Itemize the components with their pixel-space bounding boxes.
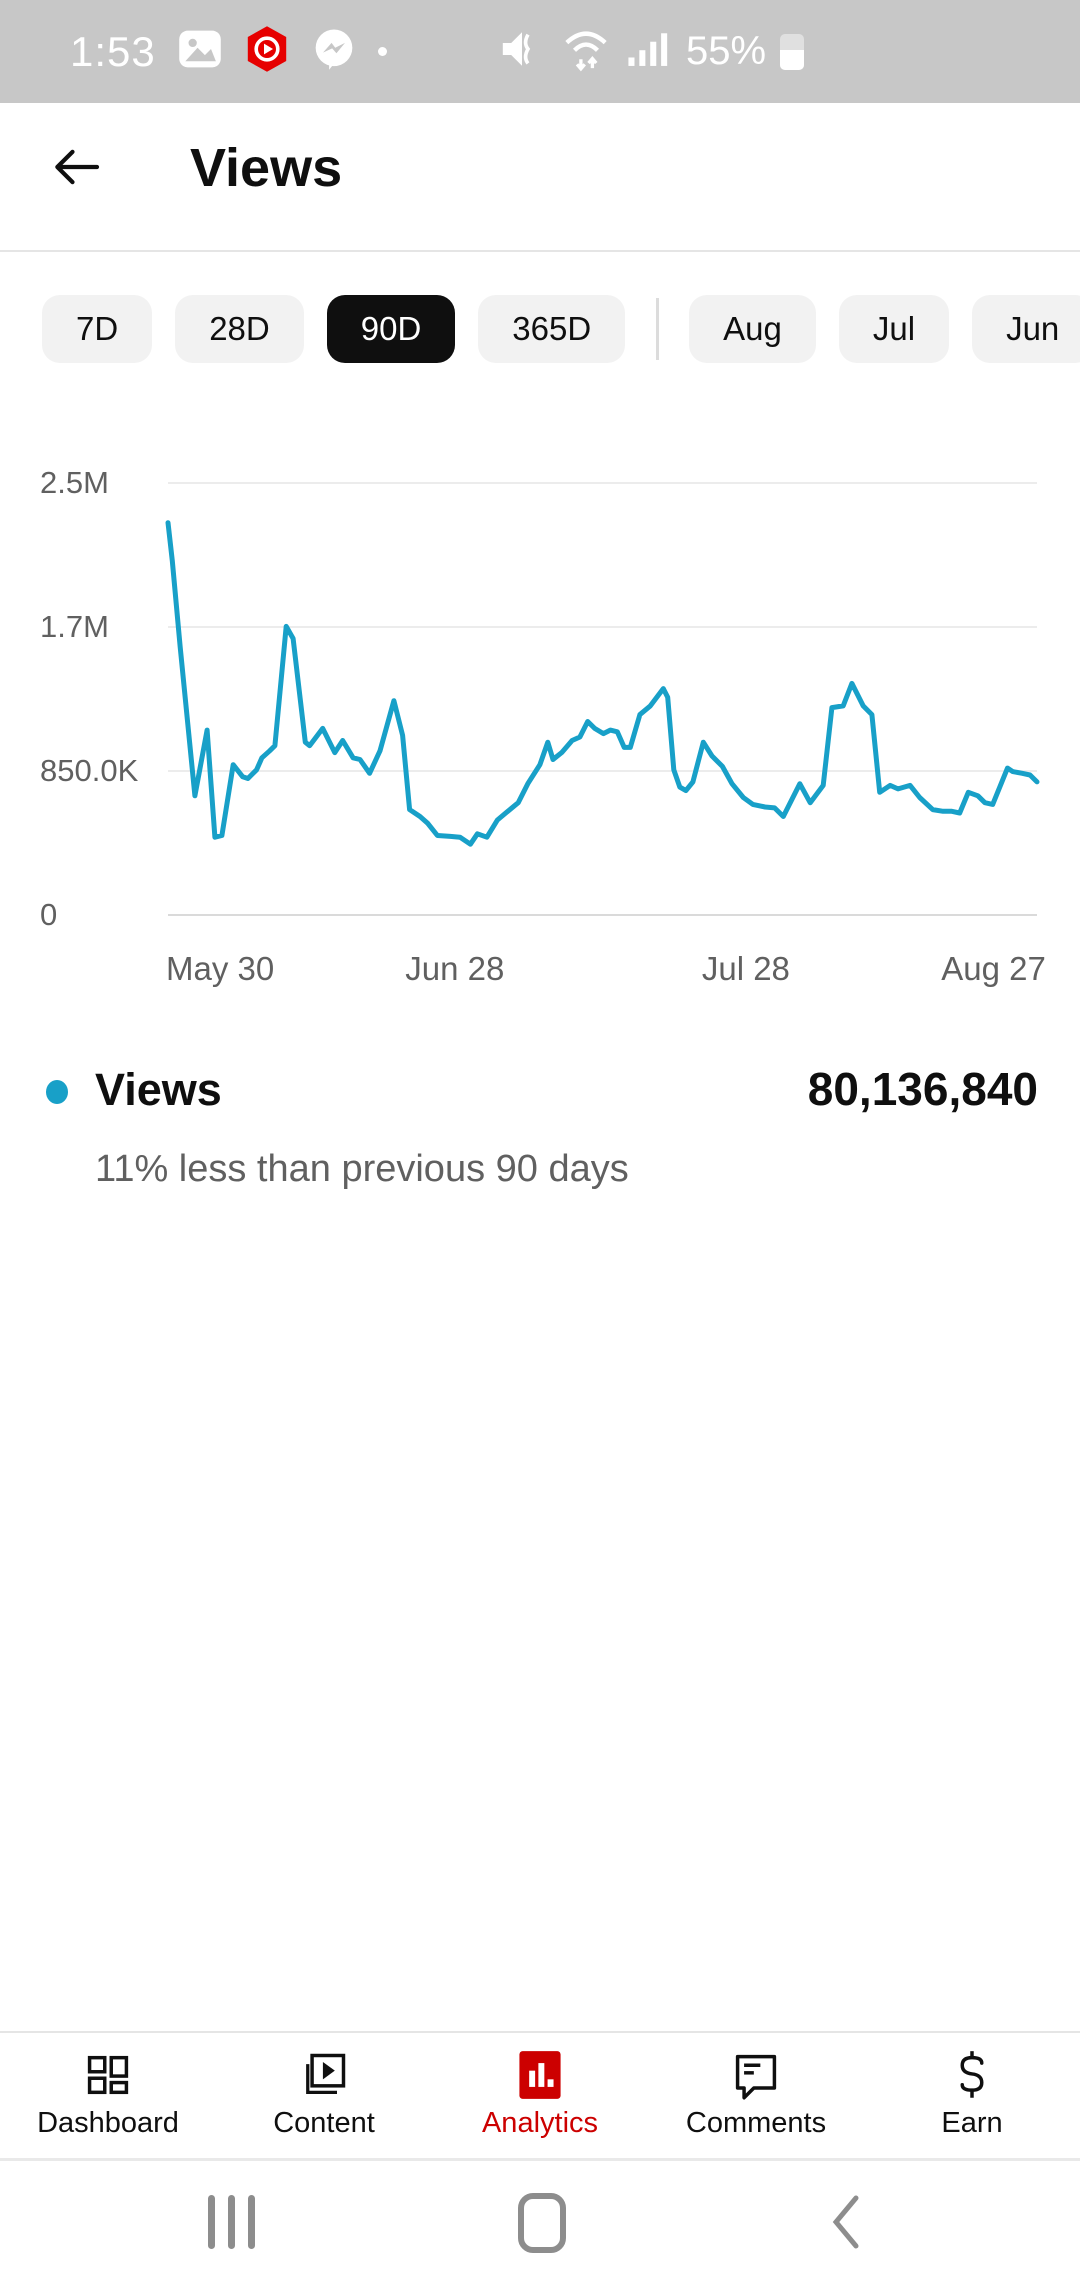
battery-icon [780, 33, 805, 70]
nav-label-analytics: Analytics [481, 2107, 599, 2139]
metric-label: Views [95, 1064, 222, 1115]
y-tick-850k: 850.0K [40, 753, 139, 788]
y-tick-2_5m: 2.5M [40, 465, 109, 500]
status-bar: 1:53 55% [0, 0, 1080, 103]
views-line-chart[interactable]: 2.5M 1.7M 850.0K 0 May 30 Jun 28 Jul 28 … [0, 440, 1080, 1000]
wifi-icon [560, 26, 612, 77]
chip-365d[interactable]: 365D [478, 295, 626, 363]
bottom-navigation: Dashboard Content Analytics Comments Ear… [0, 2031, 1080, 2160]
x-tick-jul28: Jul 28 [701, 950, 790, 987]
x-tick-may30: May 30 [166, 950, 275, 987]
views-series-line [165, 520, 1040, 847]
metric-row: Views 80,136,840 [0, 1062, 1080, 1122]
chip-jun[interactable]: Jun [972, 295, 1080, 363]
chip-28d[interactable]: 28D [175, 295, 304, 363]
metric-value: 80,136,840 [807, 1063, 1038, 1115]
comments-icon [730, 2049, 782, 2101]
mute-icon [498, 27, 546, 76]
clock: 1:53 [70, 27, 156, 75]
chips-divider [656, 298, 660, 360]
dashboard-icon [82, 2049, 134, 2101]
nav-item-earn[interactable]: Earn [864, 2033, 1080, 2160]
messenger-icon [312, 27, 356, 76]
metric-comparison: 11% less than previous 90 days [95, 1148, 629, 1190]
nav-label-earn: Earn [941, 2107, 1003, 2139]
signal-icon [626, 28, 672, 75]
page-title: Views [190, 138, 343, 198]
back-button[interactable] [48, 139, 104, 195]
nav-label-comments: Comments [685, 2107, 827, 2139]
chip-90d[interactable]: 90D [326, 295, 456, 363]
nav-item-comments[interactable]: Comments [648, 2033, 864, 2160]
nav-item-content[interactable]: Content [216, 2033, 432, 2160]
earn-icon [946, 2049, 998, 2101]
chip-aug[interactable]: Aug [689, 295, 816, 363]
battery-percent: 55% [686, 29, 767, 73]
time-range-chips: 7D 28D 90D 365D Aug Jul Jun [0, 295, 1080, 363]
system-navigation-bar [0, 2158, 1080, 2283]
y-tick-1_7m: 1.7M [40, 609, 109, 644]
notification-dot [377, 47, 387, 56]
chip-7d[interactable]: 7D [42, 295, 153, 363]
nav-item-analytics[interactable]: Analytics [432, 2033, 648, 2160]
home-button[interactable] [518, 2193, 566, 2253]
nav-label-content: Content [273, 2107, 375, 2139]
system-back-button[interactable] [828, 2193, 862, 2251]
chart-canvas [165, 482, 1040, 916]
x-tick-aug27: Aug 27 [941, 950, 1046, 987]
gallery-icon [178, 29, 222, 74]
content-icon [298, 2049, 350, 2101]
analytics-icon [514, 2049, 566, 2101]
yt-studio-icon [244, 25, 290, 78]
recents-button[interactable] [208, 2195, 255, 2249]
x-tick-jun28: Jun 28 [405, 950, 505, 987]
nav-label-dashboard: Dashboard [37, 2107, 179, 2139]
chip-jul[interactable]: Jul [838, 295, 950, 363]
app-header: Views [0, 103, 1080, 252]
nav-item-dashboard[interactable]: Dashboard [0, 2033, 216, 2160]
y-tick-0: 0 [40, 897, 58, 932]
series-color-dot [46, 1080, 68, 1104]
